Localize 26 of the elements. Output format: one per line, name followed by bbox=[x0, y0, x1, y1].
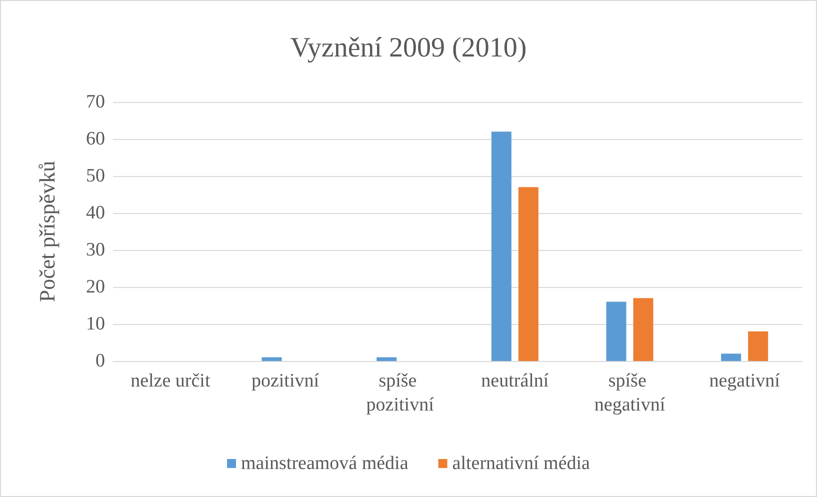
bar bbox=[376, 357, 397, 361]
bar bbox=[606, 302, 626, 361]
y-axis-title: Počet příspěvků bbox=[34, 160, 60, 302]
y-tick-label: 20 bbox=[86, 276, 105, 298]
legend-label: alternativní média bbox=[452, 453, 591, 474]
y-tick-label: 60 bbox=[86, 128, 105, 150]
bar bbox=[518, 187, 538, 361]
y-tick-label: 10 bbox=[86, 314, 105, 334]
y-tick-label: 70 bbox=[86, 92, 105, 112]
x-tick-label: negativní bbox=[709, 370, 781, 392]
y-tick-label: 50 bbox=[86, 166, 105, 186]
x-tick-label: nelze určit bbox=[130, 370, 211, 392]
bar bbox=[633, 298, 654, 361]
legend-label: mainstreamová média bbox=[241, 453, 409, 474]
bar bbox=[748, 331, 768, 361]
y-tick-label: 40 bbox=[86, 202, 105, 224]
y-tick-label: 0 bbox=[96, 350, 105, 372]
bar bbox=[721, 354, 742, 361]
x-tick-label: pozitivní bbox=[251, 370, 320, 392]
y-tick-label: 30 bbox=[86, 240, 105, 260]
bar bbox=[262, 357, 282, 361]
bar bbox=[491, 132, 512, 361]
x-tick-label: spíše negativní bbox=[594, 370, 666, 416]
x-tick-label: spíše pozitivní bbox=[366, 370, 435, 416]
x-tick-label: neutrální bbox=[481, 370, 550, 392]
chart-title: Vyznění 2009 (2010) bbox=[290, 32, 527, 64]
